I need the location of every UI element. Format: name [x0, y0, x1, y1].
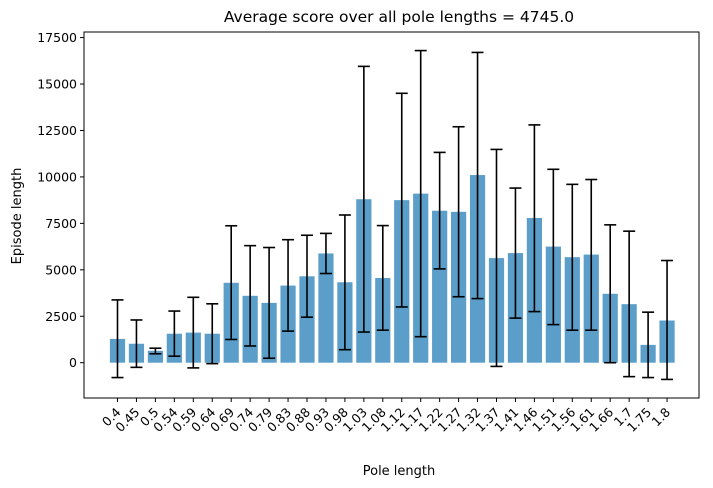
error-bar [187, 296, 200, 369]
error-bar [130, 319, 143, 369]
error-bar [471, 51, 484, 300]
error-bar [452, 125, 465, 298]
error-bar [547, 168, 560, 326]
bar [147, 350, 163, 363]
y-tick-label: 7500 [45, 216, 77, 231]
error-bar [642, 311, 655, 379]
error-bar [244, 244, 257, 347]
bar [318, 253, 334, 363]
x-axis: 0.40.450.50.540.590.640.690.740.790.830.… [99, 398, 673, 435]
plot-frame [83, 31, 700, 399]
bar [432, 210, 448, 363]
error-bar [301, 234, 313, 318]
x-tick-label: 1.8 [648, 404, 673, 429]
error-bar [585, 178, 598, 331]
error-bar [319, 232, 332, 275]
error-bar [528, 124, 541, 313]
error-bar [433, 151, 446, 270]
error-bar [111, 299, 124, 379]
y-tick-label: 10000 [37, 169, 77, 184]
error-bar [225, 224, 238, 341]
error-bar [414, 49, 427, 338]
error-bar [661, 259, 674, 381]
error-bar [338, 214, 351, 351]
error-bar [206, 303, 219, 365]
error-bar [566, 183, 579, 331]
error-bar [263, 246, 276, 360]
bars-layer [109, 175, 675, 363]
error-bar [149, 347, 162, 355]
error-bars-layer [111, 49, 674, 381]
error-bar [282, 238, 295, 332]
x-axis-label: Pole length [363, 464, 436, 479]
chart-title: Average score over all pole lengths = 47… [224, 8, 574, 26]
y-tick-label: 17500 [37, 30, 77, 45]
y-tick-label: 2500 [45, 309, 77, 324]
error-bar [357, 65, 370, 333]
bar [299, 276, 315, 363]
y-tick-label: 0 [69, 355, 77, 370]
error-bar [395, 92, 408, 308]
error-bar [490, 148, 503, 368]
plot-area [83, 31, 700, 399]
error-bar [509, 187, 522, 319]
y-axis: 0 2500 5000 7500 10000 12500 15000 17500 [37, 30, 84, 370]
error-bar [376, 224, 389, 331]
y-tick-label: 15000 [37, 77, 77, 92]
y-tick-label: 5000 [45, 262, 77, 277]
error-bar [168, 310, 181, 357]
y-axis-label: Episode length [10, 168, 25, 265]
error-bar [604, 224, 617, 364]
y-tick-label: 12500 [37, 123, 77, 138]
error-bar [623, 230, 636, 378]
